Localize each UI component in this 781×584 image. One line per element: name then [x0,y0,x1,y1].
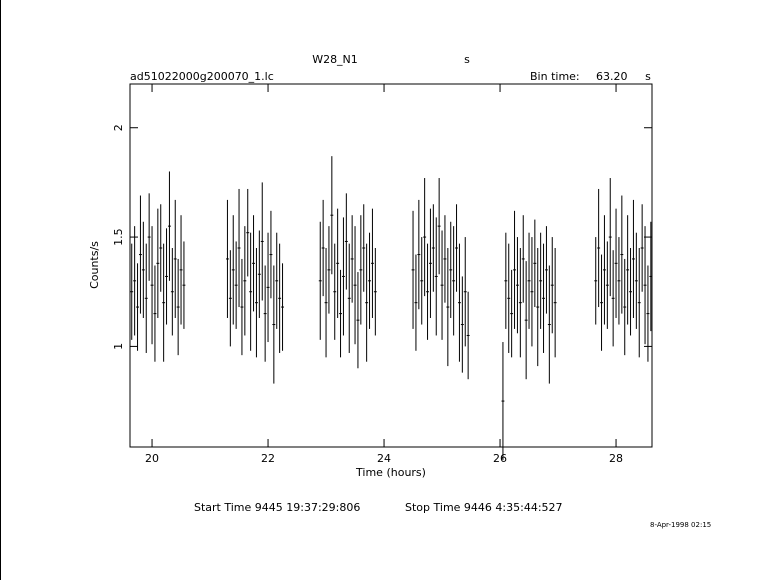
x-axis-label: Time (hours) [355,466,426,479]
bin-value: 63.20 [596,70,628,83]
start-time: Start Time 9445 19:37:29:806 [194,501,360,514]
filename: ad51022000g200070_1.lc [130,70,274,83]
timestamp: 8-Apr-1998 02:15 [650,521,711,529]
x-tick-label: 28 [609,452,623,465]
y-tick-label: 2 [112,124,125,131]
y-tick-label: 1.5 [112,228,125,246]
title-unit: s [464,53,470,66]
x-tick-label: 20 [145,452,159,465]
y-tick-label: 1 [112,343,125,350]
x-tick-label: 22 [261,452,275,465]
y-axis-label: Counts/s [88,241,101,289]
plot-frame [129,83,653,448]
bin-label: Bin time: [530,70,580,83]
stop-time: Stop Time 9446 4:35:44:527 [405,501,563,514]
x-tick-label: 26 [493,452,507,465]
bin-unit: s [645,70,651,83]
chart-title: W28_N1 [312,53,358,66]
x-tick-label: 24 [377,452,391,465]
